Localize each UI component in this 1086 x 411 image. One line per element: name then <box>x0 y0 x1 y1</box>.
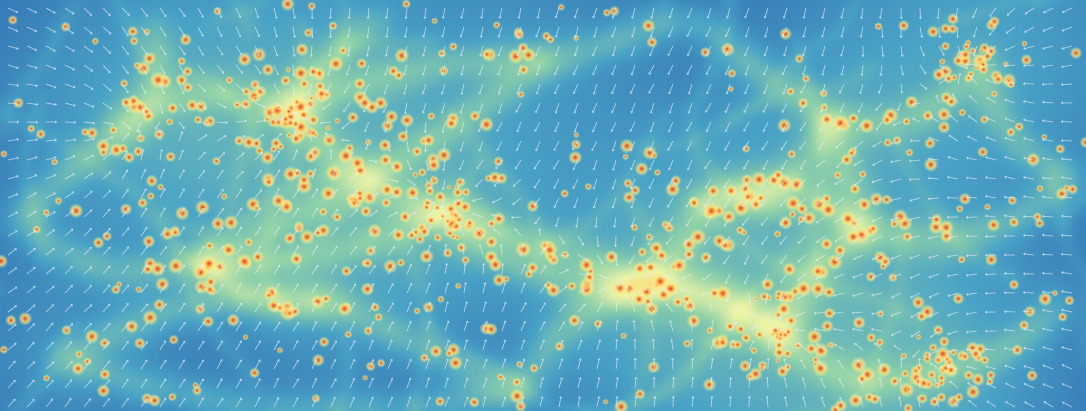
density-heatmap <box>0 0 1086 411</box>
density-field-visualization <box>0 0 1086 411</box>
